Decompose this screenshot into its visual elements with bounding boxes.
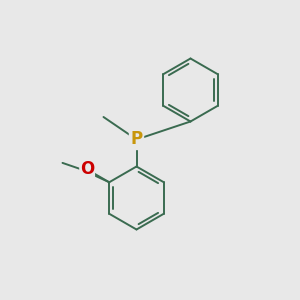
Text: O: O bbox=[80, 160, 94, 178]
Text: P: P bbox=[130, 130, 142, 148]
